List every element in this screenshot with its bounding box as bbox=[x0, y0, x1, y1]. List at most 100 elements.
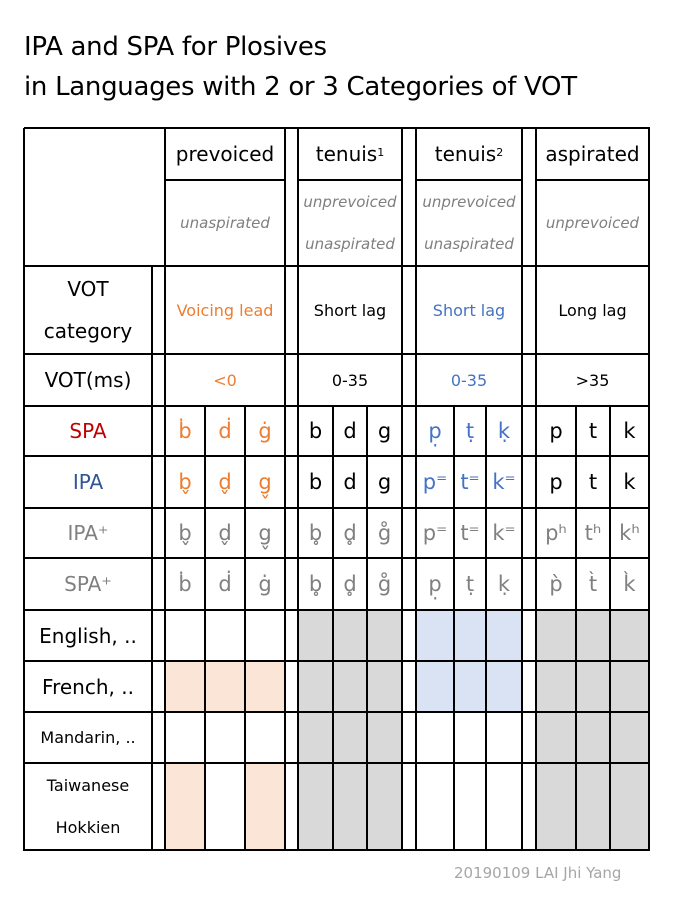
ipa-symbol: p⁼ bbox=[422, 470, 448, 494]
ipa-plus-symbol: k⁼ bbox=[492, 521, 516, 545]
column-header-label: tenuis bbox=[434, 142, 497, 166]
page-title-line-1: IPA and SPA for Plosives bbox=[24, 32, 327, 62]
spa-symbol: ḃ bbox=[178, 419, 192, 443]
vot-ms-tenuis2: 0-35 bbox=[450, 370, 488, 390]
language-cell bbox=[486, 763, 522, 850]
column-header-label: tenuis bbox=[315, 142, 378, 166]
column-header-aspirated: aspirated bbox=[536, 128, 649, 180]
language-cell bbox=[486, 661, 522, 712]
language-name-line: Hokkien bbox=[55, 817, 121, 837]
language-name-line: English, .. bbox=[39, 623, 137, 648]
column-header-tenuis2: tenuis 2 bbox=[416, 128, 522, 180]
language-cell bbox=[576, 661, 610, 712]
ipa-symbol: d̬ bbox=[218, 470, 232, 494]
spa-symbol: ġ bbox=[258, 419, 272, 443]
language-label: French, .. bbox=[24, 661, 152, 712]
grid-line bbox=[24, 557, 650, 559]
row-label-vot-ms: VOT(ms) bbox=[44, 368, 132, 392]
grid-line bbox=[332, 406, 334, 851]
grid-line bbox=[24, 455, 650, 457]
spa-plus-symbol: ḳ bbox=[497, 572, 511, 596]
language-cell bbox=[536, 610, 576, 661]
language-cell bbox=[298, 712, 333, 763]
ipa-plus-symbol: t⁼ bbox=[460, 521, 480, 545]
ipa-plus-symbol: g̬ bbox=[258, 521, 272, 545]
ipa-symbol: p bbox=[549, 470, 563, 494]
subheader-line: unprevoiced bbox=[422, 193, 516, 211]
language-cell bbox=[205, 763, 245, 850]
row-label-line: VOT bbox=[67, 277, 109, 301]
grid-line bbox=[151, 266, 153, 851]
language-cell bbox=[205, 712, 245, 763]
subheader-line: unaspirated bbox=[424, 235, 514, 253]
language-cell bbox=[610, 763, 649, 850]
column-subheader-aspirated: unprevoiced bbox=[536, 180, 649, 266]
language-cell bbox=[486, 712, 522, 763]
spa-plus-symbol: d̥ bbox=[343, 572, 357, 596]
language-cell bbox=[454, 610, 486, 661]
column-header-prevoiced: prevoiced bbox=[165, 128, 285, 180]
language-cell bbox=[416, 763, 454, 850]
grid-line bbox=[298, 179, 403, 181]
grid-line bbox=[204, 406, 206, 851]
vot-ms-tenuis1: 0-35 bbox=[331, 370, 369, 390]
language-cell bbox=[245, 763, 285, 850]
language-cell bbox=[165, 610, 205, 661]
grid-line bbox=[24, 265, 650, 267]
language-cell bbox=[165, 763, 205, 850]
language-cell bbox=[205, 661, 245, 712]
column-header-label: aspirated bbox=[545, 142, 640, 166]
language-cell bbox=[454, 712, 486, 763]
column-header-tenuis1: tenuis 1 bbox=[298, 128, 402, 180]
language-cell bbox=[245, 610, 285, 661]
grid-line bbox=[24, 849, 650, 851]
ipa-plus-symbol: d̥ bbox=[343, 521, 357, 545]
language-cell bbox=[610, 712, 649, 763]
ipa-plus-symbol: tʰ bbox=[584, 521, 602, 545]
grid-line bbox=[535, 128, 537, 851]
page-title-line-2: in Languages with 2 or 3 Categories of V… bbox=[24, 72, 577, 102]
row-label-spa: SPA bbox=[69, 419, 107, 443]
ipa-symbol: d bbox=[343, 470, 357, 494]
ipa-symbol: b bbox=[308, 470, 323, 494]
vot-ms-prevoiced: <0 bbox=[213, 370, 237, 390]
spa-symbol: g bbox=[377, 419, 392, 443]
column-header-superscript: 2 bbox=[496, 145, 504, 159]
language-cell bbox=[333, 763, 367, 850]
grid-line bbox=[401, 128, 403, 851]
grid-line bbox=[284, 128, 286, 851]
spa-symbol: ṭ bbox=[465, 419, 475, 443]
language-cell bbox=[333, 712, 367, 763]
spa-plus-symbol: p̀ bbox=[549, 572, 563, 596]
column-subheader-tenuis2: unprevoiced unaspirated bbox=[416, 180, 522, 266]
spa-plus-symbol: p̣ bbox=[428, 572, 442, 596]
row-label-line: category bbox=[43, 319, 133, 343]
spa-symbol: t bbox=[588, 419, 598, 443]
ipa-plus-symbol: pʰ bbox=[545, 521, 567, 545]
column-header-superscript: 1 bbox=[377, 145, 385, 159]
column-subheader-prevoiced: unaspirated bbox=[165, 180, 285, 266]
spa-plus-symbol: b̥ bbox=[308, 572, 323, 596]
grid-line bbox=[575, 406, 577, 851]
language-cell bbox=[165, 661, 205, 712]
language-cell bbox=[416, 712, 454, 763]
language-cell bbox=[486, 610, 522, 661]
grid-line bbox=[24, 660, 650, 662]
vot-category-tenuis2: Short lag bbox=[432, 300, 506, 320]
language-cell bbox=[333, 610, 367, 661]
language-cell bbox=[245, 661, 285, 712]
language-cell bbox=[367, 610, 402, 661]
vot-category-prevoiced: Voicing lead bbox=[176, 300, 274, 320]
language-cell bbox=[298, 763, 333, 850]
grid-line bbox=[609, 406, 611, 851]
row-label-ipa-plus: IPA⁺ bbox=[67, 521, 109, 545]
row-label-ipa: IPA bbox=[72, 470, 104, 494]
spa-plus-symbol: ḋ bbox=[218, 572, 232, 596]
grid-line bbox=[485, 406, 487, 851]
language-cell bbox=[367, 661, 402, 712]
ipa-plus-symbol: kʰ bbox=[619, 521, 640, 545]
spa-symbol: p̣ bbox=[428, 419, 442, 443]
grid-line bbox=[648, 128, 650, 851]
column-subheader-tenuis1: unprevoiced unaspirated bbox=[298, 180, 402, 266]
